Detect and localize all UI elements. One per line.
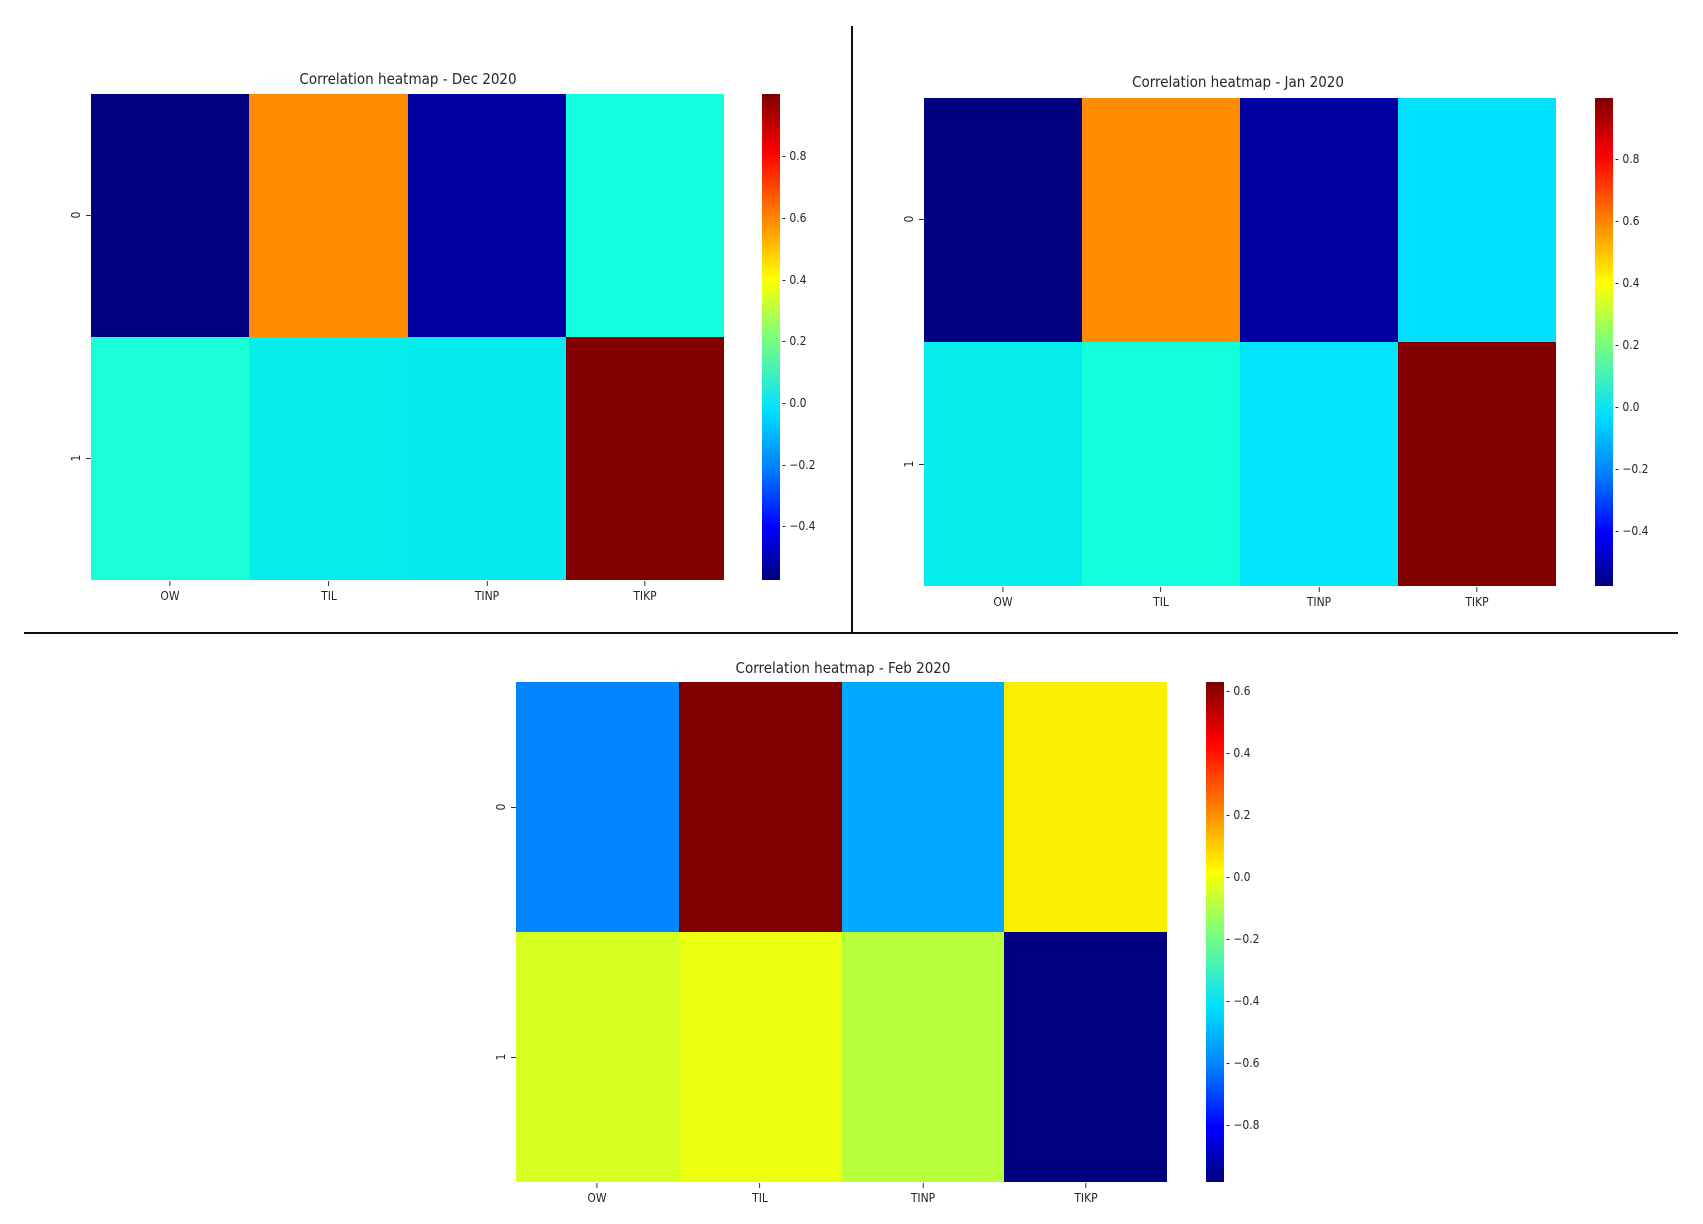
colorbar-tick: −0.2 xyxy=(782,458,815,472)
y-tick-label: 1 xyxy=(902,460,916,468)
x-tick-label: TIL xyxy=(1153,587,1169,609)
heatmap-cell xyxy=(1004,932,1167,1182)
horizontal-divider xyxy=(24,632,1678,634)
x-tick-label: TIL xyxy=(321,581,337,603)
heatmap-panel-feb: Correlation heatmap - Feb 2020 0 1 OW TI… xyxy=(0,634,1703,1224)
y-tick-mark xyxy=(511,807,516,808)
x-tick-label: TIKP xyxy=(1465,587,1488,609)
x-tick-label: TINP xyxy=(911,1183,935,1205)
heatmap-cell xyxy=(1082,98,1240,342)
y-tick-mark xyxy=(511,1057,516,1058)
colorbar-tick: −0.4 xyxy=(1615,524,1648,538)
colorbar-tick: −0.2 xyxy=(1615,462,1648,476)
colorbar-tick: −0.6 xyxy=(1226,1056,1259,1070)
heatmap-cell xyxy=(678,932,842,1182)
y-tick-label: 1 xyxy=(494,1053,508,1061)
heatmap-cell xyxy=(407,94,566,337)
heatmap-cell xyxy=(565,94,724,337)
heatmap-panel-dec: Correlation heatmap - Dec 2020 0 1 OW TI… xyxy=(0,0,851,632)
chart-title: Correlation heatmap - Dec 2020 xyxy=(299,70,517,88)
colorbar-tick: −0.8 xyxy=(1226,1118,1259,1132)
colorbar xyxy=(1595,98,1613,586)
colorbar-tick: 0.8 xyxy=(1615,152,1639,166)
heatmap-cell xyxy=(407,337,566,580)
x-tick-label: OW xyxy=(587,1183,606,1205)
x-tick-label: TINP xyxy=(1307,587,1331,609)
colorbar-tick: 0.4 xyxy=(1615,276,1639,290)
chart-title: Correlation heatmap - Feb 2020 xyxy=(735,659,951,677)
heatmap-cell xyxy=(924,342,1082,586)
colorbar-tick: 0.8 xyxy=(782,149,806,163)
colorbar-tick: 0.6 xyxy=(782,211,806,225)
heatmap-cell xyxy=(91,94,250,337)
x-tick-label: TIKP xyxy=(1074,1183,1097,1205)
heatmap-cell xyxy=(1398,98,1556,342)
heatmap-cell xyxy=(249,337,408,580)
heatmap-cell xyxy=(516,682,679,932)
colorbar-tick: 0.2 xyxy=(1226,808,1250,822)
y-tick-label: 0 xyxy=(902,215,916,223)
heatmap-cell xyxy=(91,337,250,580)
colorbar-tick: 0.2 xyxy=(782,334,806,348)
x-tick-label: TIL xyxy=(752,1183,768,1205)
y-tick-mark xyxy=(86,458,91,459)
colorbar-tick: 0.0 xyxy=(1615,400,1639,414)
x-tick-label: OW xyxy=(160,581,179,603)
heatmap-cell xyxy=(1240,342,1398,586)
x-tick-label: OW xyxy=(993,587,1012,609)
colorbar-tick: −0.4 xyxy=(1226,994,1259,1008)
heatmap-cell xyxy=(678,682,842,932)
heatmap-cell xyxy=(249,94,408,337)
heatmap-cell xyxy=(565,337,724,580)
y-tick-mark xyxy=(919,219,924,220)
vertical-divider xyxy=(851,26,853,632)
heatmap-cell xyxy=(1082,342,1240,586)
colorbar-tick: −0.4 xyxy=(782,519,815,533)
colorbar-tick: 0.2 xyxy=(1615,338,1639,352)
colorbar-tick: 0.0 xyxy=(782,396,806,410)
heatmap-cell xyxy=(1004,682,1167,932)
colorbar-tick: 0.6 xyxy=(1226,684,1250,698)
heatmap-grid xyxy=(91,94,724,580)
colorbar xyxy=(1206,682,1224,1182)
y-tick-mark xyxy=(86,215,91,216)
heatmap-grid xyxy=(516,682,1167,1182)
heatmap-cell xyxy=(1240,98,1398,342)
y-tick-mark xyxy=(919,464,924,465)
colorbar-tick: −0.2 xyxy=(1226,932,1259,946)
heatmap-cell xyxy=(841,682,1005,932)
heatmap-cell xyxy=(1398,342,1556,586)
colorbar-tick: 0.4 xyxy=(782,273,806,287)
chart-title: Correlation heatmap - Jan 2020 xyxy=(1132,73,1344,91)
heatmap-cell xyxy=(841,932,1005,1182)
heatmap-panel-jan: Correlation heatmap - Jan 2020 0 1 OW TI… xyxy=(0,0,1703,632)
heatmap-grid xyxy=(924,98,1556,586)
colorbar xyxy=(762,94,780,580)
y-tick-label: 0 xyxy=(494,803,508,811)
x-tick-label: TINP xyxy=(475,581,499,603)
colorbar-tick: 0.6 xyxy=(1615,214,1639,228)
heatmap-cell xyxy=(924,98,1082,342)
colorbar-tick: 0.4 xyxy=(1226,746,1250,760)
colorbar-tick: 0.0 xyxy=(1226,870,1250,884)
heatmap-cell xyxy=(516,932,679,1182)
x-tick-label: TIKP xyxy=(633,581,656,603)
